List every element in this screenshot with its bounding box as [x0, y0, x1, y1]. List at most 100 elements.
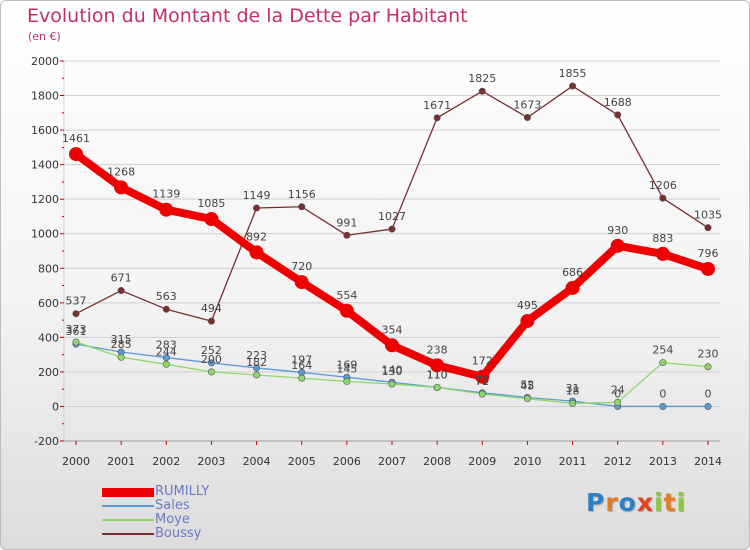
logo-letter: i [676, 488, 687, 517]
chart-subtitle: (en €) [28, 30, 61, 43]
data-label-rumilly: 238 [427, 343, 448, 356]
data-label-boussy: 494 [201, 302, 222, 315]
data-point-sales [207, 359, 215, 367]
data-label-boussy: 537 [66, 295, 87, 308]
data-label-sales: 283 [156, 339, 177, 352]
data-point-rumilly [249, 245, 264, 260]
x-tick-label: 2013 [649, 455, 677, 468]
data-label-sales: 140 [382, 363, 403, 376]
data-label-sales: 315 [111, 333, 132, 346]
data-label-boussy: 1855 [559, 67, 587, 80]
legend-label-sales: Sales [155, 498, 190, 513]
data-point-sales [162, 354, 170, 362]
legend-swatch-boussy [102, 533, 154, 535]
logo-letter: o [618, 488, 637, 517]
data-point-moye [614, 398, 622, 406]
x-tick-label: 2014 [694, 455, 722, 468]
data-label-boussy: 1206 [649, 179, 677, 192]
data-label-rumilly: 354 [382, 323, 403, 336]
y-tick-label: 1200 [31, 193, 59, 206]
series-line-boussy [75, 85, 709, 322]
data-point-boussy [704, 224, 712, 232]
data-label-moye: 182 [246, 356, 267, 369]
data-label-sales: 0 [659, 387, 666, 400]
legend-swatch-rumilly [102, 488, 154, 497]
data-label-rumilly: 1085 [197, 197, 225, 210]
data-point-boussy [614, 111, 622, 119]
data-point-boussy [569, 82, 577, 90]
data-label-rumilly: 554 [336, 289, 357, 302]
data-point-boussy [298, 203, 306, 211]
data-label-boussy: 563 [156, 290, 177, 303]
data-label-moye: 18 [566, 384, 580, 397]
data-label-rumilly: 172 [472, 355, 493, 368]
data-point-rumilly [520, 313, 535, 328]
legend-swatch-moye [102, 519, 154, 521]
data-label-rumilly: 1268 [107, 165, 135, 178]
data-point-moye [523, 395, 531, 403]
data-point-boussy [72, 310, 80, 318]
data-point-moye [117, 353, 125, 361]
data-label-sales: 52 [520, 378, 534, 391]
data-point-sales [659, 402, 667, 410]
data-point-rumilly [114, 180, 129, 195]
x-tick-label: 2005 [288, 455, 316, 468]
data-point-boussy [659, 194, 667, 202]
x-tick-label: 2004 [243, 455, 271, 468]
data-label-sales: 252 [201, 344, 222, 357]
data-point-rumilly [610, 238, 625, 253]
x-tick-label: 2001 [107, 455, 135, 468]
data-point-sales [704, 402, 712, 410]
data-label-rumilly: 1461 [62, 132, 90, 145]
data-point-boussy [433, 114, 441, 122]
data-label-moye: 254 [652, 344, 673, 357]
y-tick-label: 400 [38, 331, 59, 344]
legend-label-rumilly: RUMILLY [155, 484, 210, 499]
data-label-boussy: 1688 [604, 96, 632, 109]
y-tick-label: 1000 [31, 228, 59, 241]
chart-title: Evolution du Montant de la Dette par Hab… [27, 5, 468, 27]
data-point-rumilly [655, 246, 670, 261]
data-label-moye: 244 [156, 345, 177, 358]
y-tick-label: 200 [38, 366, 59, 379]
data-label-rumilly: 796 [698, 247, 719, 260]
data-point-boussy [388, 225, 396, 233]
data-point-moye [478, 390, 486, 398]
data-label-sales: 169 [336, 358, 357, 371]
y-tick-label: 0 [52, 400, 59, 413]
data-point-moye [207, 368, 215, 376]
data-point-rumilly [475, 369, 490, 384]
data-point-moye [253, 371, 261, 379]
x-tick-label: 2011 [559, 455, 587, 468]
data-label-sales: 0 [705, 387, 712, 400]
x-tick-label: 2006 [333, 455, 361, 468]
y-tick-label: 1800 [31, 90, 59, 103]
data-label-moye: 72 [475, 375, 489, 388]
x-tick-label: 2007 [378, 455, 406, 468]
logo-letter: i [654, 488, 664, 517]
data-label-rumilly: 686 [562, 266, 583, 279]
data-label-sales: 31 [566, 382, 580, 395]
x-tick-label: 2009 [468, 455, 496, 468]
data-label-moye: 164 [291, 359, 312, 372]
data-point-moye [433, 383, 441, 391]
data-point-rumilly [294, 275, 309, 290]
data-point-rumilly [339, 303, 354, 318]
data-point-rumilly [565, 280, 580, 295]
x-tick-label: 2010 [513, 455, 541, 468]
x-tick-label: 2000 [62, 455, 90, 468]
data-point-boussy [207, 317, 215, 325]
data-label-moye: 200 [201, 353, 222, 366]
data-point-rumilly [701, 261, 715, 276]
data-point-moye [72, 338, 80, 346]
data-label-boussy: 671 [111, 272, 132, 285]
data-label-boussy: 1673 [513, 98, 541, 111]
proxiti-logo: Proxiti [586, 488, 686, 517]
legend-swatch-sales [102, 505, 154, 507]
data-point-moye [162, 360, 170, 368]
data-point-boussy [253, 204, 261, 212]
x-tick-label: 2002 [152, 455, 180, 468]
data-label-rumilly: 930 [607, 224, 628, 237]
